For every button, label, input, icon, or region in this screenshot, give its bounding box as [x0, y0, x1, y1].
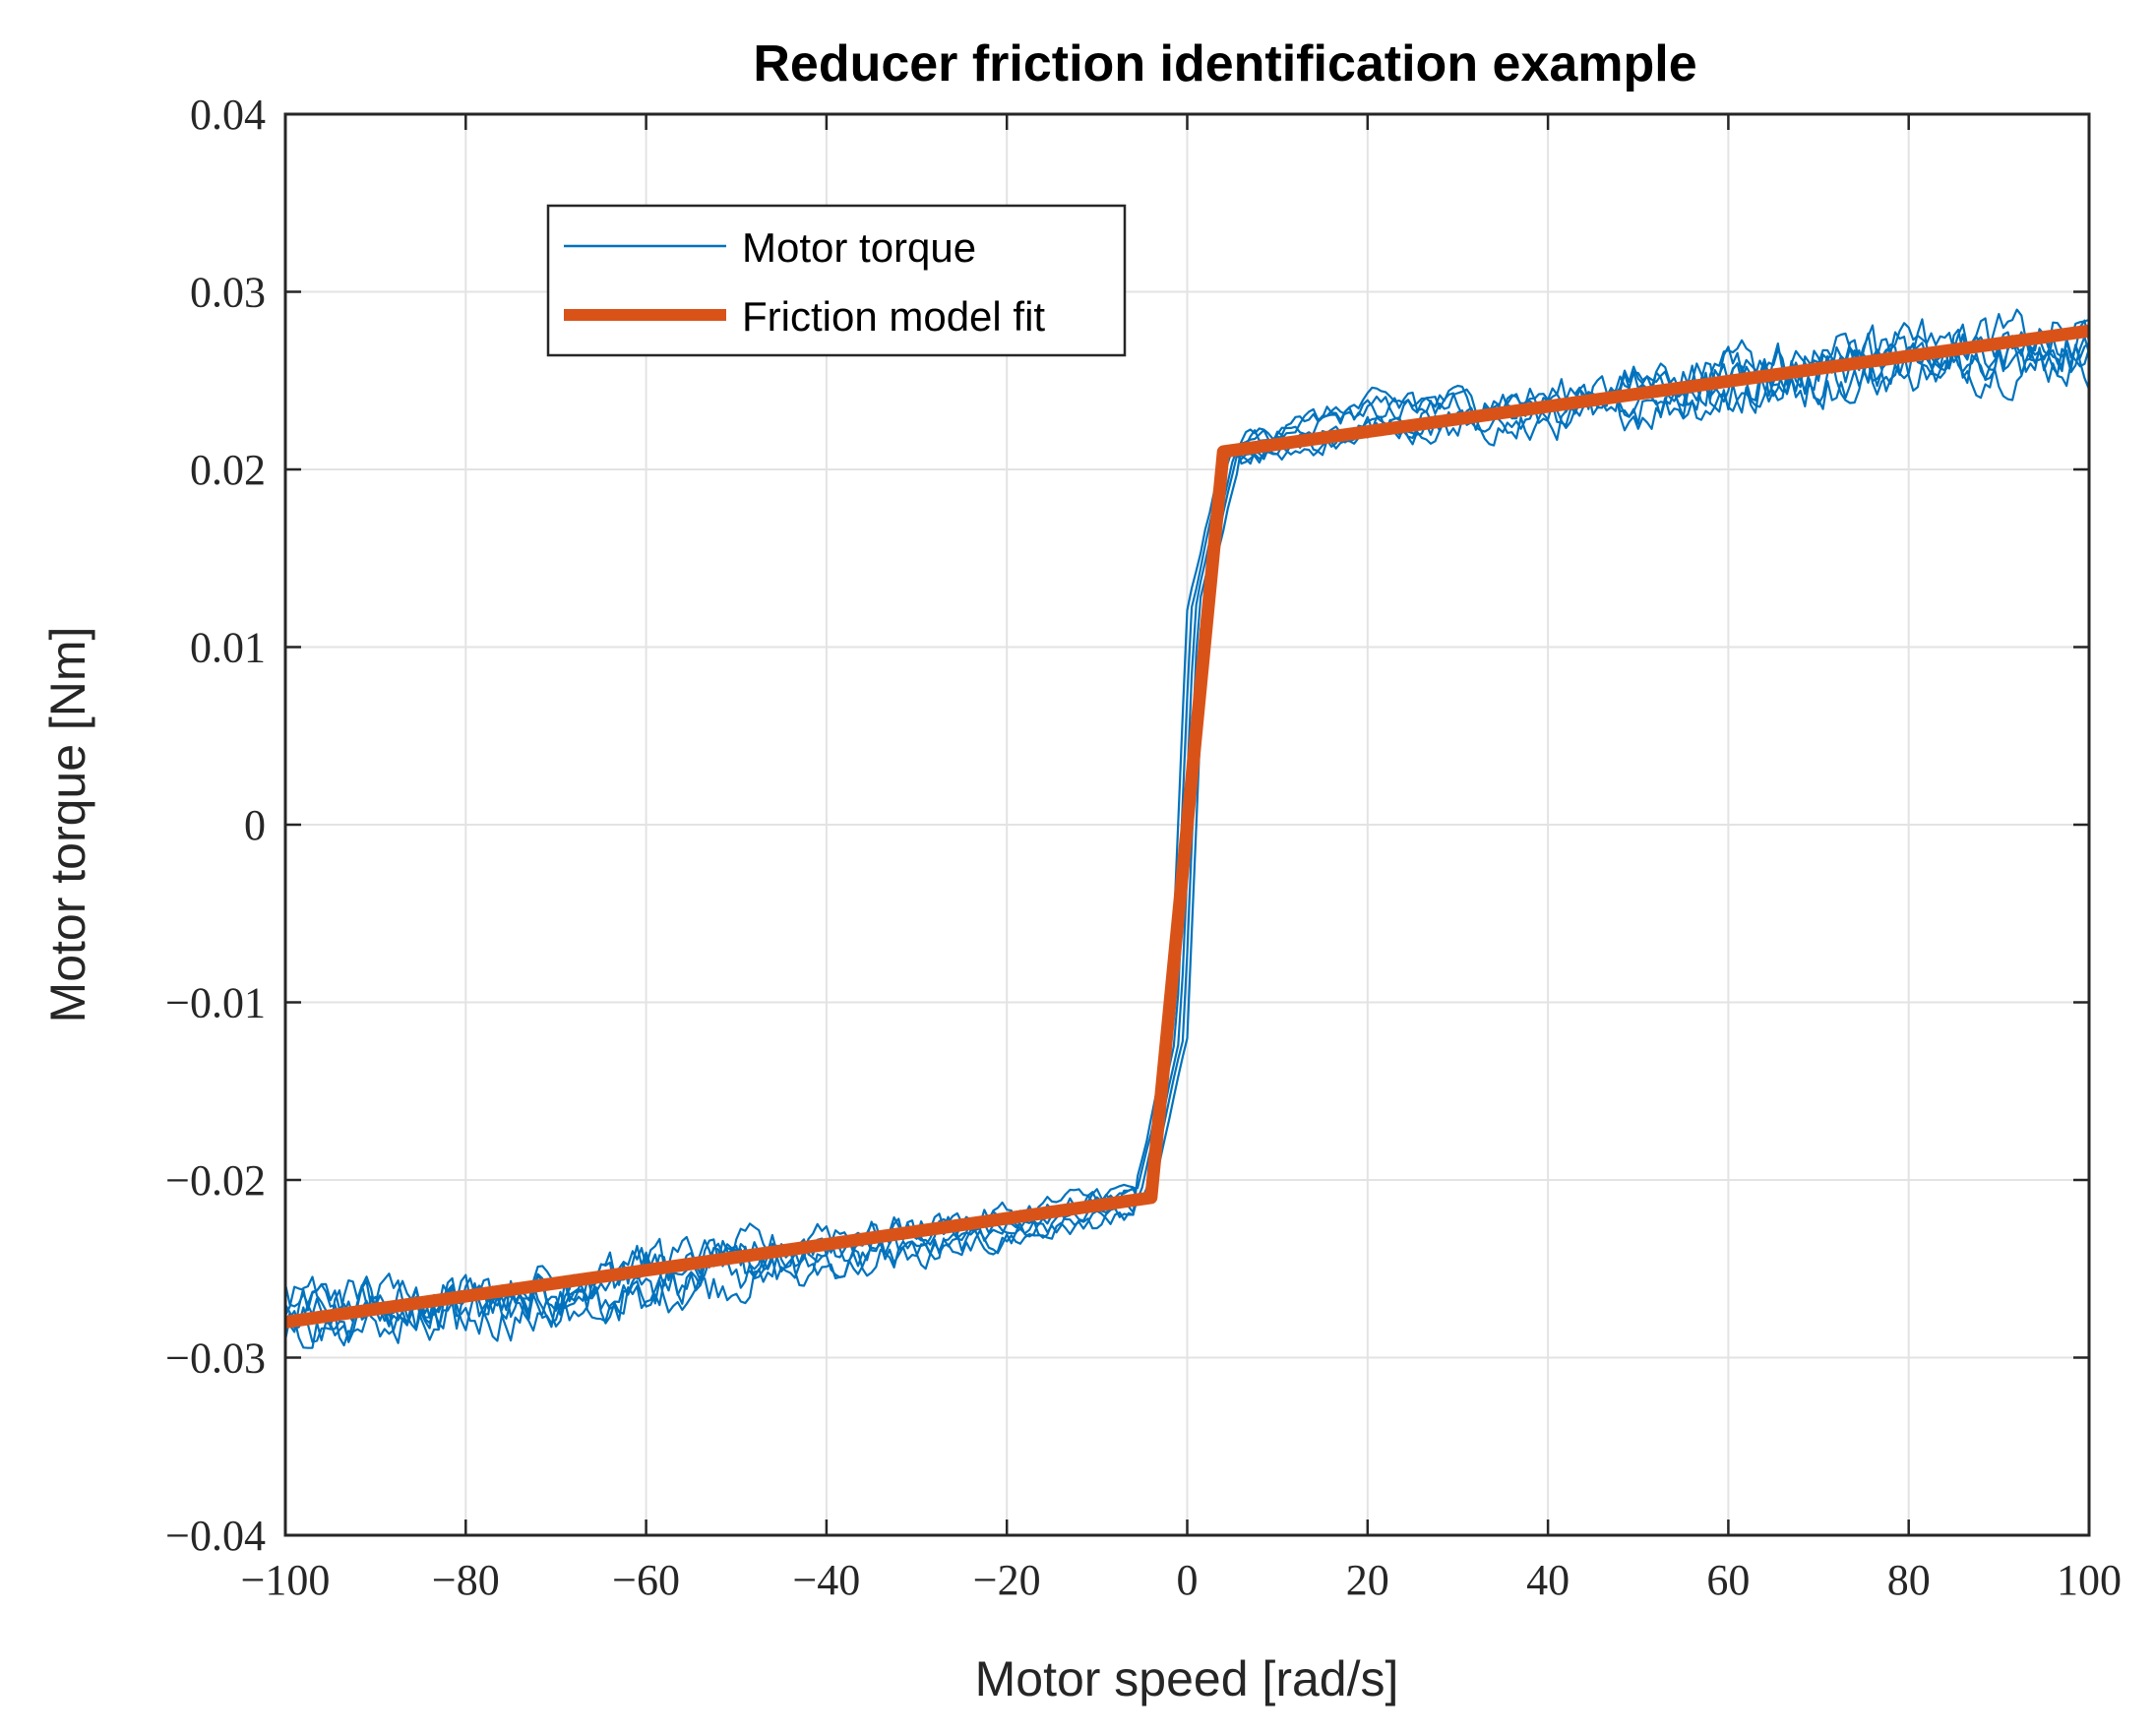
- x-tick-label: −40: [792, 1556, 860, 1604]
- y-tick-label: 0.04: [190, 91, 266, 139]
- x-tick-label: −60: [612, 1556, 680, 1604]
- x-tick-label: 0: [1177, 1556, 1199, 1604]
- y-tick-labels: −0.04 −0.03 −0.02 −0.01 0 0.01 0.02 0.03 0.04: [165, 91, 266, 1560]
- y-tick-label: −0.02: [165, 1156, 266, 1205]
- y-tick-label: 0.03: [190, 269, 266, 317]
- chart-title: Reducer friction identification example: [753, 35, 1696, 93]
- y-tick-label: −0.04: [165, 1512, 266, 1560]
- motor-torque-trace: [283, 336, 2091, 1349]
- y-tick-label: 0: [244, 801, 266, 849]
- legend-box: [546, 204, 1127, 357]
- x-axis-label: Motor speed [rad/s]: [975, 1651, 1399, 1706]
- friction-model-fit-layer: [284, 324, 2090, 1329]
- x-tick-label: −20: [973, 1556, 1041, 1604]
- y-tick-label: −0.01: [165, 979, 266, 1027]
- x-tick-label: 60: [1706, 1556, 1750, 1604]
- x-tick-label: −100: [241, 1556, 331, 1604]
- y-tick-label: 0.01: [190, 624, 266, 672]
- axis-ticks: [283, 112, 2091, 1537]
- x-tick-label: 100: [2057, 1556, 2122, 1604]
- legend-label-motor-torque: Motor torque: [742, 224, 976, 271]
- x-tick-label: 20: [1346, 1556, 1389, 1604]
- y-axis-label: Motor torque [Nm]: [40, 627, 95, 1023]
- y-tick-label: 0.02: [190, 446, 266, 494]
- x-tick-label: −80: [432, 1556, 500, 1604]
- x-tick-labels: −100 −80 −60 −40 −20 0 20 40 60 80 100: [241, 1556, 2122, 1604]
- friction-model-fit-line: [284, 324, 2090, 1329]
- x-tick-label: 40: [1526, 1556, 1570, 1604]
- legend: Motor torque Friction model fit: [546, 204, 1127, 357]
- legend-label-friction-model-fit: Friction model fit: [742, 293, 1045, 340]
- y-tick-label: −0.03: [165, 1334, 266, 1383]
- x-tick-label: 80: [1887, 1556, 1931, 1604]
